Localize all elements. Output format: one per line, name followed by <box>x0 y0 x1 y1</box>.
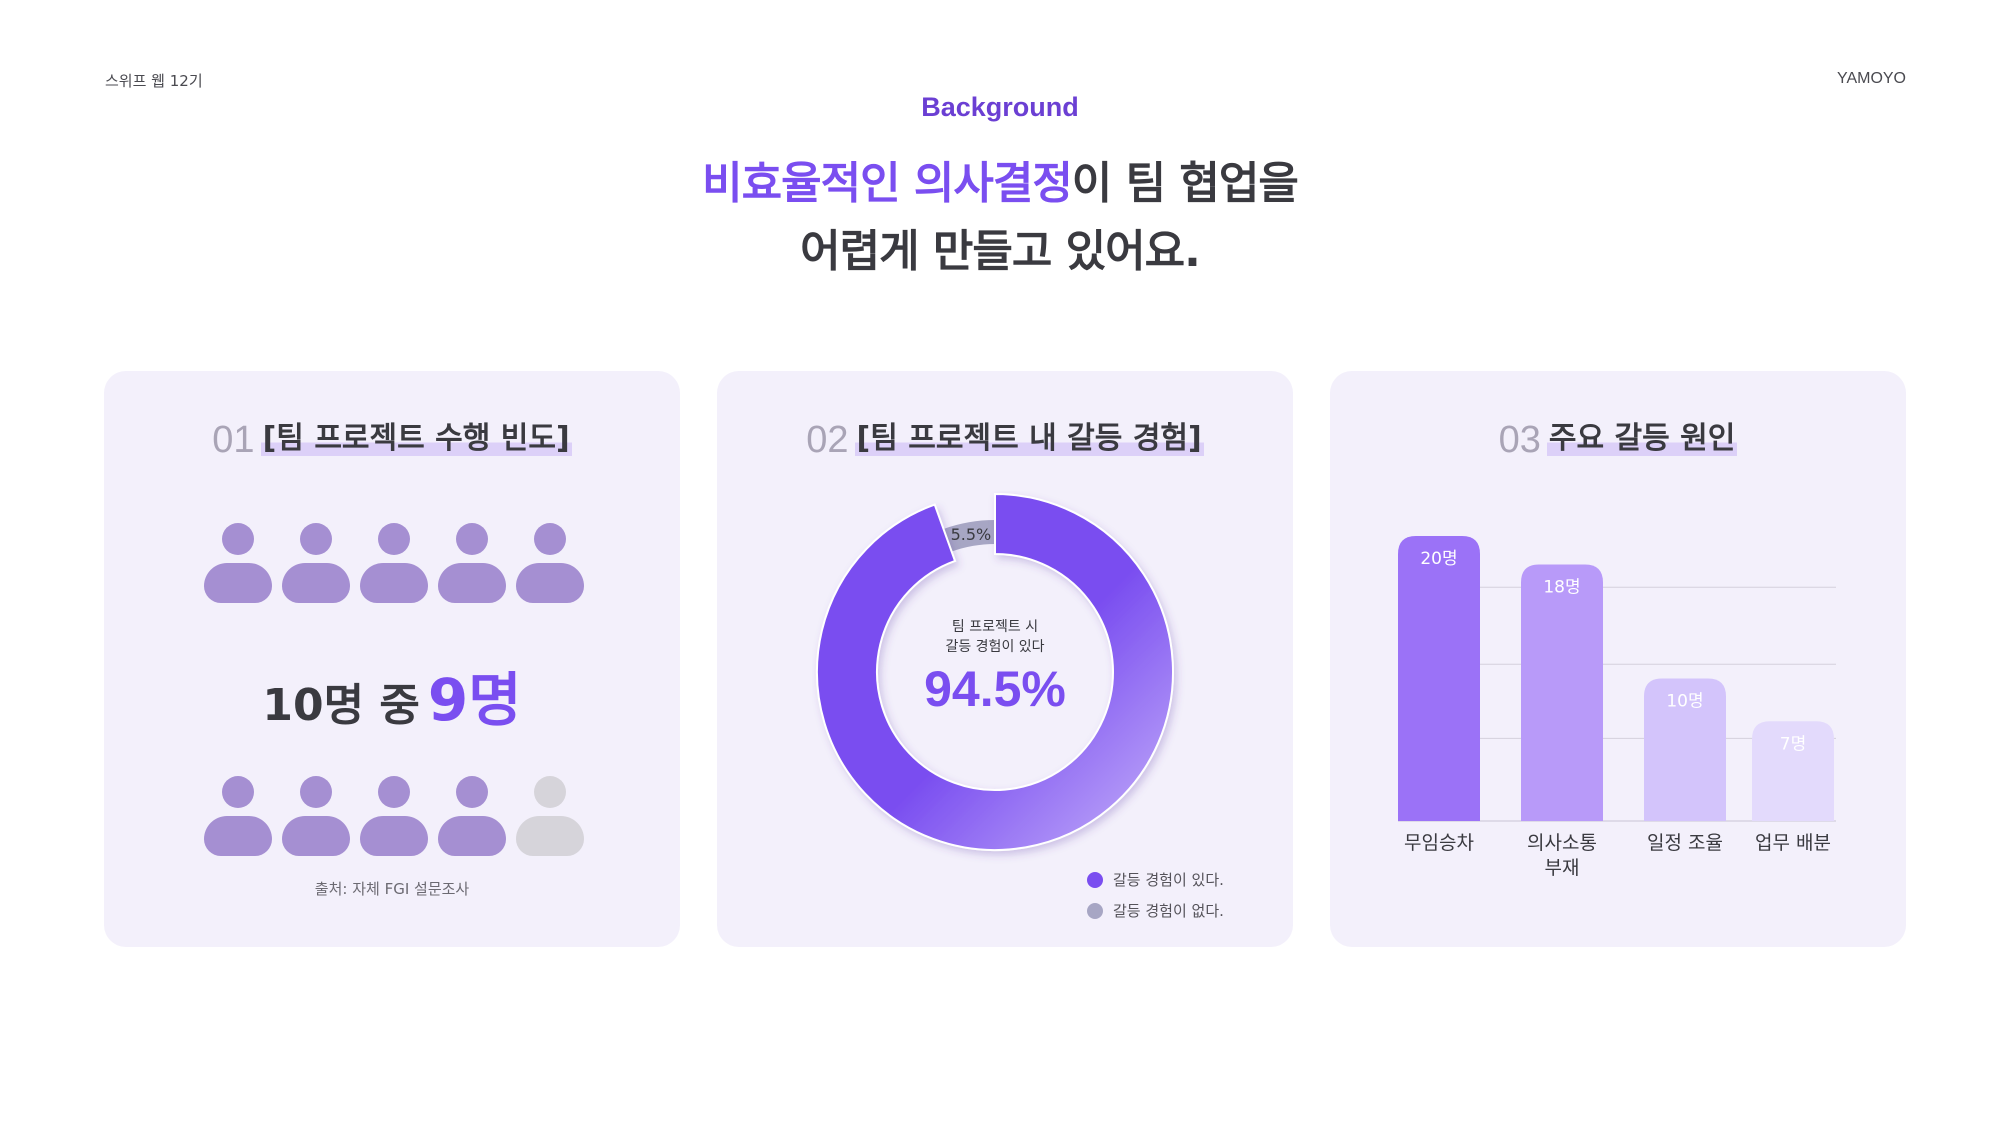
section-kicker: Background <box>921 92 1079 122</box>
donut-slice-yes <box>816 492 1174 851</box>
card1-title: 01 [팀 프로젝트 수행 빈도] <box>104 413 680 462</box>
person-icon <box>282 776 350 856</box>
person-head <box>300 523 332 555</box>
person-head <box>534 776 566 808</box>
ratio-statement: 10명 중 9명 <box>104 653 680 737</box>
person-body <box>516 563 584 603</box>
person-head <box>378 776 410 808</box>
card1-title-text: [팀 프로젝트 수행 빈도] <box>260 421 572 456</box>
page-headline: 비효율적인 의사결정이 팀 협업을 어렵게 만들고 있어요. <box>0 150 2000 286</box>
person-icon <box>360 776 428 856</box>
person-body <box>204 816 272 856</box>
source-note: 출처: 자체 FGI 설문조사 <box>314 880 470 898</box>
bar-category-label: 업무 배분 <box>1755 832 1831 854</box>
bar-value-label: 10명 <box>1666 692 1703 712</box>
donut-center-line2: 갈등 경험이 있다 <box>945 639 1044 655</box>
bar-value-label: 18명 <box>1543 578 1580 598</box>
person-body <box>438 563 506 603</box>
bar-value-label: 20명 <box>1420 549 1457 569</box>
person-icon <box>438 776 506 856</box>
person-head <box>534 523 566 555</box>
person-icon-inactive <box>516 776 584 856</box>
legend-dot-icon <box>1087 902 1103 919</box>
headline-rest: 이 팀 협업을 <box>1071 158 1299 209</box>
card1-number: 01 <box>212 419 255 461</box>
header-left-label: 스위프 웹 12기 <box>105 72 203 90</box>
person-head <box>456 776 488 808</box>
donut-chart: 5.5% 팀 프로젝트 시 갈등 경험이 있다 94.5% <box>816 492 1174 851</box>
person-body <box>282 816 350 856</box>
bar-2 <box>1521 564 1603 821</box>
card3-number: 03 <box>1498 419 1541 461</box>
person-head <box>456 523 488 555</box>
person-body <box>360 563 428 603</box>
legend-label: 갈등 경험이 있다. <box>1113 871 1224 889</box>
bar-category-label: 의사소통 <box>1527 832 1597 854</box>
person-icon <box>204 523 272 603</box>
card-team-project-frequency: 01 [팀 프로젝트 수행 빈도] 10명 중 9명 출처: 자체 FGI 설문조사 <box>104 371 680 947</box>
legend-dot-icon <box>1087 871 1103 888</box>
donut-center-line1: 팀 프로젝트 시 <box>952 619 1038 635</box>
person-head <box>378 523 410 555</box>
ratio-prefix: 10명 중 <box>262 680 420 731</box>
card3-title-text: 주요 갈등 원인 <box>1546 421 1738 456</box>
bar-value-label: 7명 <box>1780 734 1806 754</box>
minor-slice-label: 5.5% <box>951 525 992 544</box>
person-body <box>282 563 350 603</box>
bar-category-label: 부재 <box>1545 857 1580 879</box>
bar-4 <box>1752 721 1834 821</box>
headline-highlight: 비효율적인 의사결정 <box>702 158 1073 209</box>
legend-item: 갈등 경험이 없다. <box>1087 900 1224 921</box>
card-conflict-experience: 02 [팀 프로젝트 내 갈등 경험] 5.5% 팀 프로젝트 시 갈등 경험이 … <box>717 371 1293 947</box>
headline-line2: 어렵게 만들고 있어요. <box>800 226 1201 277</box>
person-body <box>360 816 428 856</box>
donut-slice-no <box>943 520 995 552</box>
legend-label: 갈등 경험이 없다. <box>1113 902 1224 920</box>
bar-category-label: 무임승차 <box>1404 832 1474 854</box>
card2-title-text: [팀 프로젝트 내 갈등 경험] <box>854 421 1204 456</box>
person-head <box>300 776 332 808</box>
person-body <box>438 816 506 856</box>
person-head <box>222 523 254 555</box>
person-icon <box>282 523 350 603</box>
person-head <box>222 776 254 808</box>
donut-center-value: 94.5% <box>924 661 1066 717</box>
bar-3 <box>1644 678 1726 821</box>
person-body <box>204 563 272 603</box>
person-icon <box>438 523 506 603</box>
bar-category-label: 일정 조율 <box>1647 832 1723 854</box>
donut-legend: 갈등 경험이 있다. 갈등 경험이 없다. <box>1087 869 1224 931</box>
people-row-bottom <box>204 776 584 856</box>
person-icon <box>204 776 272 856</box>
card2-number: 02 <box>806 419 849 461</box>
legend-item: 갈등 경험이 있다. <box>1087 869 1224 890</box>
card2-title: 02 [팀 프로젝트 내 갈등 경험] <box>717 413 1293 462</box>
card3-title: 03 주요 갈등 원인 <box>1330 413 1906 462</box>
bar-1 <box>1398 536 1480 821</box>
people-row-top <box>204 523 584 603</box>
ratio-value: 9명 <box>427 666 522 734</box>
header-right-label: YAMOYO <box>1836 70 1906 87</box>
person-body <box>516 816 584 856</box>
person-icon <box>516 523 584 603</box>
person-icon <box>360 523 428 603</box>
